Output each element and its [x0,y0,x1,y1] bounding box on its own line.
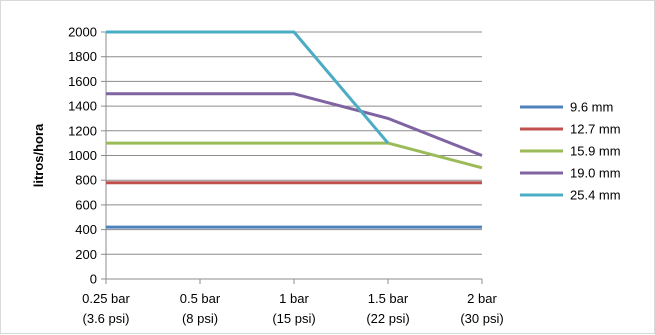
y-tick-label: 1600 [68,74,97,89]
y-tick-label: 1800 [68,49,97,64]
axes [101,31,483,284]
x-tick-label: (8 psi) [182,311,218,326]
series-line-3 [106,141,483,170]
legend-entry: 12.7 mm [520,122,621,137]
y-axis-title: litros/hora [31,123,46,187]
y-tick-label: 0 [90,272,97,287]
gridlines [106,31,482,255]
y-tick-label: 800 [75,173,97,188]
legend-entry: 9.6 mm [520,100,613,115]
y-tick-label: 600 [75,197,97,212]
legend: 9.6 mm 12.7 mm 15.9 mm 19.0 mm 25.4 mm [520,100,621,203]
series-line-5 [106,30,390,145]
x-tick-label: 1 bar [279,291,309,306]
x-tick-labels: 0.25 bar (3.6 psi) 0.5 bar (8 psi) 1 bar (15 … [82,291,504,326]
y-tick-labels: 0 200 400 600 800 1000 1200 1400 1600 1800 2000 [68,25,97,287]
x-tick-label: (3.6 psi) [83,311,130,326]
legend-label: 15.9 mm [570,144,621,159]
x-tick-label: 2 bar [467,291,497,306]
legend-label: 12.7 mm [570,122,621,137]
y-tick-label: 400 [75,222,97,237]
x-tick-label: 0.25 bar [82,291,130,306]
legend-label: 19.0 mm [570,166,621,181]
legend-label: 9.6 mm [570,100,613,115]
legend-label: 25.4 mm [570,188,621,203]
y-tick-label: 2000 [68,25,97,40]
y-tick-label: 200 [75,247,97,262]
x-tick-label: (15 psi) [272,311,315,326]
y-tick-label: 1400 [68,99,97,114]
legend-entry: 15.9 mm [520,144,621,159]
legend-entry: 25.4 mm [520,188,621,203]
x-tick-label: (30 psi) [460,311,503,326]
x-tick-label: 1.5 bar [368,291,409,306]
x-tick-label: (22 psi) [366,311,409,326]
legend-entry: 19.0 mm [520,166,621,181]
y-tick-label: 1000 [68,148,97,163]
y-tick-label: 1200 [68,123,97,138]
x-tick-label: 0.5 bar [180,291,221,306]
series-line-4 [106,92,483,157]
series-lines [106,30,483,229]
